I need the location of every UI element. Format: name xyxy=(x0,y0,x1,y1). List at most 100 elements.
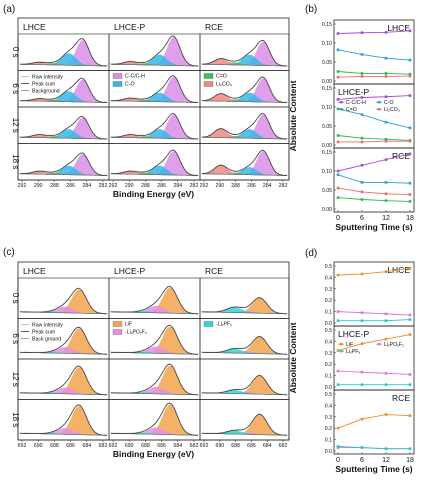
raw-intensity-point xyxy=(212,60,214,62)
raw-intensity-point xyxy=(180,383,182,384)
raw-intensity-point xyxy=(284,353,286,355)
raw-intensity-point xyxy=(197,393,199,395)
raw-intensity-point xyxy=(41,311,43,313)
raw-intensity-point xyxy=(162,330,164,332)
raw-intensity-point xyxy=(286,434,288,436)
raw-intensity-point xyxy=(63,54,64,56)
raw-intensity-point xyxy=(203,136,205,138)
raw-intensity-point xyxy=(258,151,260,153)
raw-intensity-point xyxy=(227,308,228,309)
raw-intensity-point xyxy=(220,310,222,312)
raw-intensity-point xyxy=(130,97,132,99)
raw-intensity-point xyxy=(158,297,160,299)
raw-intensity-point xyxy=(132,133,134,135)
raw-intensity-point xyxy=(110,351,112,353)
raw-intensity-point xyxy=(104,434,106,436)
panel-c-row-label: 0 s xyxy=(11,293,20,304)
raw-intensity-point xyxy=(52,390,54,392)
raw-intensity-point xyxy=(173,368,175,370)
raw-intensity-point xyxy=(237,96,239,98)
panel-a-col-title: LHCE xyxy=(23,22,46,32)
raw-intensity-point xyxy=(278,100,279,102)
raw-intensity-point xyxy=(265,152,267,153)
raw-intensity-point xyxy=(112,136,114,138)
raw-intensity-point xyxy=(138,171,140,173)
data-point xyxy=(384,312,388,316)
raw-intensity-point xyxy=(167,325,168,327)
raw-intensity-point xyxy=(110,391,112,393)
raw-intensity-point xyxy=(269,426,271,428)
raw-intensity-point xyxy=(164,120,166,122)
raw-intensity-point xyxy=(256,297,258,299)
raw-intensity-point xyxy=(60,304,62,306)
raw-intensity-point xyxy=(256,154,258,156)
raw-intensity-point xyxy=(246,346,248,348)
raw-intensity-point xyxy=(145,348,147,350)
raw-intensity-point xyxy=(271,165,273,167)
raw-intensity-point xyxy=(250,343,252,344)
series-line-3 xyxy=(337,75,411,78)
series-line-1 xyxy=(337,49,411,61)
raw-intensity-point xyxy=(23,432,25,434)
data-point xyxy=(336,169,340,173)
raw-intensity-point xyxy=(278,433,279,435)
raw-intensity-point xyxy=(127,351,129,353)
raw-intensity-point xyxy=(110,99,112,101)
raw-intensity-point xyxy=(173,407,175,409)
raw-intensity-point xyxy=(97,433,99,435)
raw-intensity-point xyxy=(125,134,127,136)
raw-intensity-point xyxy=(138,391,140,393)
raw-intensity-point xyxy=(89,50,91,52)
raw-intensity-point xyxy=(43,170,45,172)
data-point xyxy=(360,342,364,345)
raw-intensity-point xyxy=(136,351,138,352)
raw-intensity-point xyxy=(151,57,153,59)
raw-intensity-point xyxy=(119,432,121,434)
raw-intensity-point xyxy=(184,430,186,431)
raw-intensity-point xyxy=(97,352,99,354)
panel-c-row-label: 12 s xyxy=(11,372,20,387)
legend-raw-marker xyxy=(23,76,25,77)
data-point xyxy=(336,173,340,177)
x-tick-label: 686 xyxy=(247,443,256,449)
raw-intensity-point xyxy=(201,136,203,138)
raw-intensity-point xyxy=(218,391,220,393)
raw-intensity-point xyxy=(65,164,67,166)
raw-intensity-point xyxy=(164,157,166,158)
raw-intensity-point xyxy=(250,163,252,164)
raw-intensity-point xyxy=(171,75,173,76)
raw-intensity-point xyxy=(132,392,134,393)
raw-intensity-point xyxy=(95,432,97,434)
raw-intensity-point xyxy=(39,97,41,99)
raw-intensity-point xyxy=(134,432,136,434)
data-point xyxy=(408,193,412,196)
raw-intensity-point xyxy=(203,311,205,312)
raw-intensity-point xyxy=(52,134,54,136)
raw-intensity-point xyxy=(173,35,175,37)
raw-intensity-point xyxy=(121,135,123,137)
raw-intensity-point xyxy=(193,174,195,176)
raw-intensity-point xyxy=(143,349,145,351)
raw-intensity-point xyxy=(207,311,209,312)
data-point xyxy=(384,319,388,323)
raw-intensity-point xyxy=(261,76,262,78)
raw-intensity-point xyxy=(60,385,62,387)
raw-intensity-point xyxy=(104,174,106,176)
data-point xyxy=(336,75,340,79)
data-point xyxy=(336,134,340,137)
raw-intensity-point xyxy=(169,363,171,365)
raw-intensity-point xyxy=(63,424,64,426)
subplot-title: LHCE xyxy=(387,23,410,33)
raw-intensity-point xyxy=(110,63,112,65)
raw-intensity-point xyxy=(143,61,145,63)
raw-intensity-point xyxy=(214,95,216,97)
raw-intensity-point xyxy=(26,432,27,434)
raw-intensity-point xyxy=(26,392,27,394)
raw-intensity-point xyxy=(56,170,58,172)
raw-intensity-point xyxy=(235,388,237,390)
series-line-0 xyxy=(337,334,411,351)
raw-intensity-point xyxy=(278,312,279,314)
raw-intensity-point xyxy=(252,160,254,162)
raw-intensity-point xyxy=(254,158,256,160)
